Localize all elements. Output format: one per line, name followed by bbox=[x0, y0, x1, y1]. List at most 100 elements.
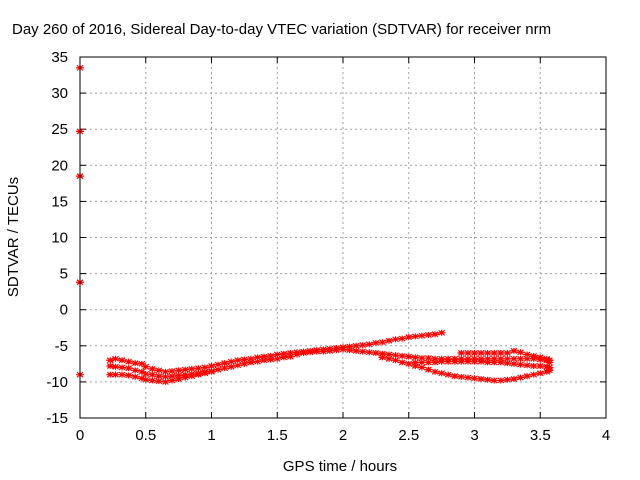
data-point bbox=[463, 374, 472, 381]
data-point bbox=[253, 354, 262, 361]
data-point bbox=[174, 372, 183, 379]
data-point bbox=[118, 371, 127, 378]
data-point bbox=[457, 350, 466, 357]
data-point bbox=[545, 364, 554, 371]
data-point bbox=[404, 360, 413, 367]
data-point bbox=[509, 355, 518, 362]
data-point bbox=[161, 378, 170, 385]
data-point bbox=[529, 363, 538, 370]
data-point bbox=[207, 368, 216, 375]
data-point bbox=[378, 339, 387, 346]
data-point bbox=[391, 336, 400, 343]
plot-frame bbox=[79, 56, 607, 419]
data-point bbox=[148, 365, 157, 372]
data-point bbox=[106, 363, 115, 370]
data-point bbox=[477, 358, 486, 365]
data-point bbox=[417, 332, 426, 339]
data-point bbox=[240, 356, 249, 363]
data-point bbox=[542, 363, 551, 370]
data-point bbox=[111, 363, 120, 370]
data-point bbox=[391, 352, 400, 359]
y-tick-label: 5 bbox=[60, 266, 68, 283]
data-point bbox=[292, 351, 301, 358]
data-point bbox=[385, 355, 394, 362]
data-point bbox=[118, 357, 127, 364]
data-point bbox=[207, 363, 216, 370]
data-point bbox=[417, 364, 426, 371]
data-point bbox=[545, 357, 554, 364]
data-point bbox=[371, 350, 380, 357]
data-point bbox=[253, 358, 262, 365]
data-point bbox=[431, 368, 440, 375]
data-point bbox=[227, 363, 236, 370]
data-point bbox=[118, 364, 127, 371]
data-point bbox=[424, 355, 433, 362]
data-point bbox=[181, 374, 190, 381]
data-point bbox=[352, 342, 361, 349]
data-point bbox=[385, 337, 394, 344]
data-point bbox=[312, 348, 321, 355]
data-point bbox=[496, 377, 505, 384]
axis-ticks: 0 0.5 1 1.5 2 2.5 3 3.5 4 -15 -10 -5 0 5 10 15 20 25 30 35 bbox=[46, 49, 610, 444]
data-point bbox=[470, 375, 479, 382]
data-point bbox=[450, 358, 459, 365]
data-point bbox=[444, 371, 453, 378]
data-point bbox=[106, 357, 115, 364]
data-point bbox=[431, 359, 440, 366]
y-tick-label: 10 bbox=[51, 230, 68, 247]
data-point bbox=[181, 366, 190, 373]
data-point bbox=[365, 349, 374, 356]
data-point bbox=[463, 350, 472, 357]
x-tick-label: 4 bbox=[602, 427, 610, 444]
data-point bbox=[523, 351, 532, 358]
data-point bbox=[523, 373, 532, 380]
data-point bbox=[227, 358, 236, 365]
data-point bbox=[516, 361, 525, 368]
data-point bbox=[457, 373, 466, 380]
data-point bbox=[483, 376, 492, 383]
data-point bbox=[131, 367, 140, 374]
data-point bbox=[516, 374, 525, 381]
data-point bbox=[509, 360, 518, 367]
data-point bbox=[194, 371, 203, 378]
data-point bbox=[332, 347, 341, 354]
data-point bbox=[137, 375, 146, 382]
data-point bbox=[470, 350, 479, 357]
data-point bbox=[516, 349, 525, 356]
data-point bbox=[385, 351, 394, 358]
data-point bbox=[437, 329, 446, 336]
data-point bbox=[154, 378, 163, 385]
data-point bbox=[536, 354, 545, 361]
data-point bbox=[503, 350, 512, 357]
data-point bbox=[168, 373, 177, 380]
data-point bbox=[444, 358, 453, 365]
data-point bbox=[503, 376, 512, 383]
data-point bbox=[260, 353, 269, 360]
data-point bbox=[233, 362, 242, 369]
y-tick-label: -15 bbox=[46, 410, 68, 427]
data-point bbox=[131, 373, 140, 380]
data-point bbox=[137, 360, 146, 367]
data-point bbox=[503, 355, 512, 362]
y-tick-label: 20 bbox=[51, 157, 68, 174]
data-points bbox=[76, 64, 554, 385]
data-point bbox=[398, 352, 407, 359]
data-point bbox=[437, 370, 446, 377]
data-point bbox=[437, 358, 446, 365]
data-point bbox=[345, 343, 354, 350]
data-point bbox=[358, 348, 367, 355]
x-tick-label: 3.5 bbox=[530, 427, 551, 444]
data-point bbox=[417, 359, 426, 366]
data-point bbox=[404, 334, 413, 341]
data-point bbox=[496, 359, 505, 366]
x-tick-label: 2 bbox=[339, 427, 347, 444]
data-point bbox=[378, 354, 387, 361]
data-point bbox=[457, 358, 466, 365]
data-point bbox=[536, 363, 545, 370]
data-point bbox=[404, 353, 413, 360]
data-point bbox=[148, 371, 157, 378]
data-point bbox=[483, 355, 492, 362]
data-point bbox=[266, 356, 275, 363]
data-point bbox=[214, 361, 223, 368]
